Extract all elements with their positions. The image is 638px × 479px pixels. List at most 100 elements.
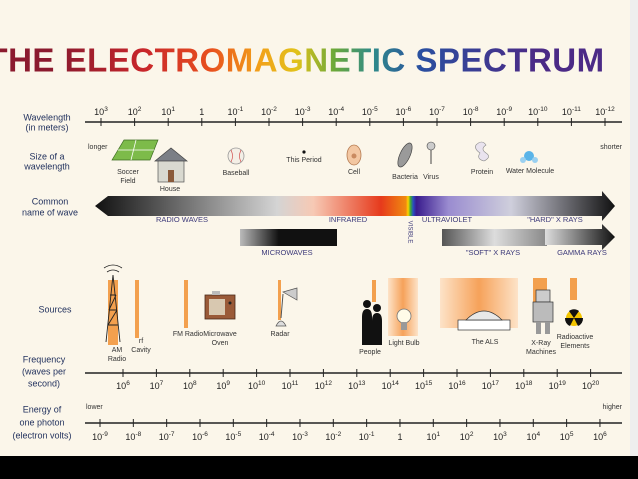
tick-base: 10 [92,432,102,442]
row-label: second) [28,378,60,388]
tick-label: 1010 [248,380,266,392]
source-icons-part [545,322,550,334]
source-icons-part [184,280,188,328]
size-item-label: House [160,186,180,193]
tick-label: 1 [397,432,402,442]
source-icons-part [282,287,298,301]
tick-base: 10 [282,381,292,391]
tick-exponent: 2 [138,106,142,113]
tick-base: 10 [415,381,425,391]
source-label: Cavity [131,347,151,354]
tick-label: 1018 [515,380,533,392]
tick-label: 102 [460,431,474,443]
tick-base: 10 [328,107,338,117]
tick-exponent: -1 [369,431,375,438]
source-icons-part [103,264,123,273]
tick-label: 10-4 [328,106,344,118]
tick-base: 10 [150,381,160,391]
tick-exponent: 10 [258,380,266,387]
source-icons-part [570,278,577,300]
tick-exponent: -5 [235,431,241,438]
tick-base: 10 [128,107,138,117]
tick-base: 10 [515,381,525,391]
size-item-label: Water Molecule [506,168,554,175]
source-label: Radio [108,356,126,363]
source-label: X-Ray [531,340,551,347]
size-icons-part [227,147,245,165]
tick-exponent: -4 [338,106,344,113]
tick-exponent: -7 [169,431,175,438]
title: THE ELECTROMAGNETIC SPECTRUM [0,42,605,79]
source-label: AM [112,347,123,354]
tick-base: 10 [549,381,559,391]
tick-label: 10-8 [463,106,479,118]
tick-label: 103 [94,106,108,118]
tick-label: 1013 [348,380,366,392]
size-icons-part [130,139,137,161]
tick-label: 10-7 [429,106,445,118]
wave-name: MICROWAVES [261,248,312,257]
source-icons-part [209,299,225,315]
tick-label: 10-3 [295,106,311,118]
size-item-label: Virus [423,174,439,181]
tick-exponent: 9 [226,380,230,387]
size-icons-part [475,141,489,162]
tick-base: 10 [448,381,458,391]
wave-name: GAMMA RAYS [557,248,607,257]
tick-base: 1 [397,432,402,442]
source-icons-part [465,310,503,321]
tick-base: 10 [216,381,226,391]
size-icons-part [532,157,538,163]
tick-base: 10 [116,381,126,391]
tick-exponent: -8 [135,431,141,438]
row-label: one photon [19,417,64,427]
tick-base: 10 [348,381,358,391]
tick-base: 10 [595,107,605,117]
tick-exponent: 15 [425,380,433,387]
tick-base: 10 [295,107,305,117]
tick-exponent: 18 [525,380,533,387]
wave-bands [95,191,615,250]
size-item-label: Field [120,178,135,185]
wave-name: "SOFT" X RAYS [466,248,520,257]
tick-exponent: 8 [193,380,197,387]
source-icons-part [363,300,371,308]
tick-label: 10-6 [396,106,412,118]
tick-label: 101 [426,431,440,443]
tick-label: 10-5 [225,431,241,443]
tick-exponent: -3 [305,106,311,113]
bottom-strip [0,456,638,479]
source-icons-part [135,280,139,338]
tick-base: 10 [192,432,202,442]
tick-label: 10-8 [125,431,141,443]
tick-base: 10 [460,432,470,442]
tick-exponent: 3 [503,431,507,438]
tick-base: 10 [463,107,473,117]
tick-label: 10-5 [362,106,378,118]
tick-exponent: 12 [325,380,333,387]
tick-label: 1020 [582,380,600,392]
tick-base: 10 [493,432,503,442]
tick-base: 10 [526,432,536,442]
wave-name: VISIBLE [406,221,412,244]
source-icons-part [228,301,232,305]
source-icons-part [362,309,382,345]
energy-end-label: higher [603,404,623,411]
tick-label: 10-1 [359,431,375,443]
row-label: Sources [38,304,72,314]
tick-exponent: -10 [538,106,548,113]
tick-base: 10 [183,381,193,391]
tick-base: 10 [482,381,492,391]
source-label: Light Bulb [388,340,419,347]
wave-bands-part [545,224,615,250]
tick-exponent: 17 [492,380,500,387]
tick-label: 10-2 [325,431,341,443]
size-end-label: longer [88,144,108,151]
tick-base: 1 [199,107,204,117]
source-icons-part [457,319,511,331]
row-label: (waves per [22,366,66,376]
tick-base: 10 [159,432,169,442]
tick-label: 1019 [549,380,567,392]
tick-base: 10 [429,107,439,117]
